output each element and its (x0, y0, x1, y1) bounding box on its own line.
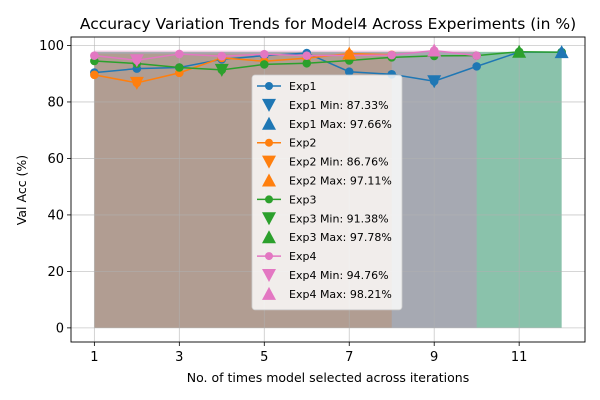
y-tick-label: 0 (56, 321, 64, 336)
max-marker-exp2 (342, 46, 357, 60)
series-line-exp2 (94, 52, 392, 84)
legend-point-exp2 (265, 138, 273, 147)
data-point-exp1 (472, 62, 481, 71)
data-point-exp3 (175, 63, 184, 72)
y-tick-label: 60 (47, 152, 64, 167)
legend-min-marker-exp3 (262, 212, 276, 226)
min-max-markers (129, 43, 569, 90)
series-lines (94, 49, 562, 84)
legend: Exp1 Exp1 Min: 87.33% Exp1 Max: 97.66% Exp2… (251, 74, 403, 311)
legend-max-marker-exp1 (262, 116, 276, 130)
legend-min-marker-exp4 (262, 269, 276, 282)
series-line-exp3 (94, 50, 562, 71)
legend-label: Exp2 (289, 137, 316, 150)
legend-label: Exp4 Max: 98.21% (289, 288, 392, 301)
legend-label: Exp1 Max: 97.66% (289, 118, 392, 131)
x-tick-label: 9 (430, 350, 438, 365)
min-marker-exp2 (129, 76, 144, 90)
y-axis-label: Val Acc (%) (14, 155, 29, 225)
data-point-exp4 (472, 51, 481, 60)
legend-label: Exp3 (289, 193, 316, 206)
legend-label: Exp2 Min: 86.76% (289, 156, 389, 169)
y-tick-label: 80 (47, 95, 64, 110)
legend-point-exp4 (265, 252, 273, 261)
data-point-exp4 (387, 50, 397, 60)
chart-title: Accuracy Variation Trends for Model4 Acr… (80, 15, 576, 33)
max-marker-exp1 (554, 45, 569, 59)
data-point-exp1 (344, 67, 354, 77)
max-marker-exp3 (512, 44, 527, 58)
data-point-exp4 (302, 51, 312, 60)
legend-max-marker-exp4 (262, 286, 276, 300)
legend-point-exp3 (265, 195, 273, 204)
data-point-exp4 (90, 51, 99, 60)
y-tick-label: 40 (47, 208, 64, 223)
legend-min-marker-exp2 (262, 155, 276, 169)
data-point-exp2 (90, 70, 99, 80)
legend-point-exp1 (265, 82, 273, 90)
x-tick-label: 11 (511, 350, 528, 365)
x-tick-label: 5 (260, 350, 268, 365)
x-axis-ticks: 1 3 5 7 9 11 (90, 342, 527, 365)
data-point-exp4 (259, 49, 269, 59)
max-marker-exp4 (427, 43, 442, 57)
data-point-exp3 (302, 58, 312, 68)
min-marker-exp3 (214, 63, 229, 77)
data-point-exp4 (175, 49, 184, 59)
legend-label: Exp3 Max: 97.78% (289, 231, 392, 244)
plot-frame (70, 36, 586, 343)
data-point-exp3 (259, 60, 269, 69)
grid-lines (71, 37, 585, 342)
y-tick-label: 100 (39, 39, 64, 54)
data-point-exp4 (217, 51, 227, 61)
legend-label: Exp1 (289, 80, 316, 93)
legend-label: Exp2 Max: 97.11% (289, 175, 392, 188)
min-marker-exp1 (427, 75, 442, 89)
x-axis-label: No. of times model selected across itera… (187, 370, 469, 385)
legend-min-marker-exp1 (262, 98, 276, 112)
x-tick-label: 1 (90, 350, 98, 365)
legend-label: Exp1 Min: 87.33% (289, 99, 389, 112)
legend-max-marker-exp2 (262, 173, 276, 187)
legend-label: Exp3 Min: 91.38% (289, 212, 389, 225)
legend-max-marker-exp3 (262, 230, 276, 244)
x-tick-label: 7 (345, 350, 353, 365)
min-marker-exp4 (129, 54, 144, 68)
x-tick-label: 3 (175, 350, 183, 365)
series-line-exp4 (94, 49, 477, 62)
legend-box (251, 74, 403, 311)
y-tick-label: 20 (47, 265, 64, 280)
legend-label: Exp4 Min: 94.76% (289, 269, 389, 282)
y-axis-ticks: 0 20 40 60 80 100 (39, 39, 71, 336)
legend-label: Exp4 (289, 250, 316, 263)
